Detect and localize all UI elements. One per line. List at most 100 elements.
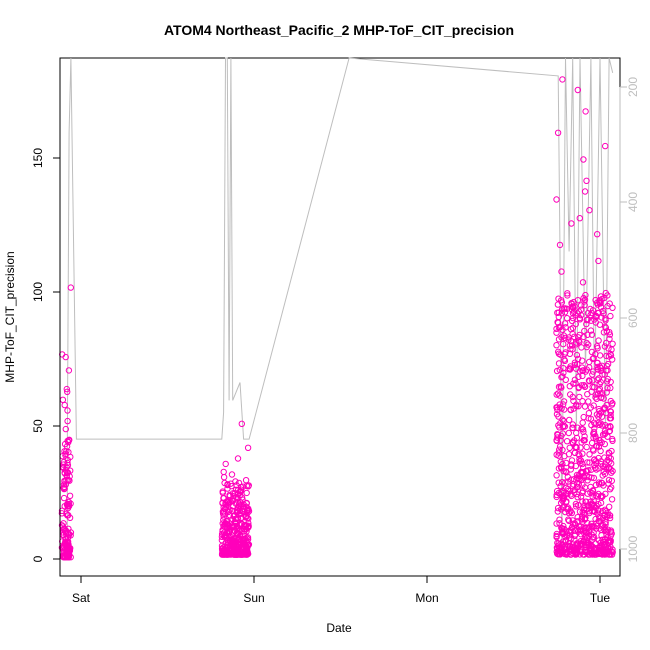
data-point-1399 [574, 355, 582, 363]
data-point-748 [560, 398, 568, 405]
data-point-1377 [554, 545, 561, 553]
data-point-43 [58, 510, 66, 517]
data-point-319 [243, 489, 250, 497]
data-point-1382 [603, 528, 611, 535]
data-point-1431 [553, 491, 560, 499]
data-point-851 [590, 402, 597, 409]
data-point-495 [243, 499, 250, 507]
data-point-1361 [553, 532, 560, 540]
data-point-1406 [589, 536, 596, 543]
data-point-127 [65, 501, 73, 508]
data-point-885 [555, 479, 562, 486]
y-tick-label-150: 150 [31, 148, 45, 168]
data-point-1400 [589, 371, 596, 378]
data-point-1376 [577, 302, 585, 309]
data-point-1342 [563, 505, 570, 512]
data-point-522 [237, 540, 245, 548]
y2-tick-label-800: 800 [626, 423, 640, 443]
data-point-1444 [568, 220, 575, 227]
data-point-1144 [555, 449, 562, 456]
data-point-1402 [555, 383, 563, 391]
data-point-1326 [585, 415, 592, 422]
data-point-1222 [581, 298, 588, 305]
data-point-1007 [572, 521, 579, 528]
data-point-1193 [566, 366, 574, 373]
data-point-599 [579, 419, 586, 426]
data-point-140 [66, 436, 73, 443]
data-point-148 [65, 367, 73, 374]
data-point-504 [224, 485, 231, 492]
data-point-1423 [562, 499, 570, 506]
data-point-1387 [598, 523, 606, 530]
data-point-1405 [608, 460, 615, 467]
x-axis-label: Date [326, 621, 352, 635]
data-point-1386 [596, 436, 603, 444]
data-point-1194 [596, 411, 603, 418]
data-point-1061 [584, 391, 591, 398]
data-point-881 [585, 341, 592, 348]
data-point-670 [569, 424, 576, 431]
data-point-1180 [594, 359, 601, 367]
data-point-1380 [561, 309, 569, 316]
data-point-136 [60, 554, 67, 561]
data-point-1183 [607, 411, 614, 419]
data-point-640 [555, 319, 562, 326]
data-point-1371 [595, 309, 602, 317]
data-point-1108 [556, 392, 563, 399]
data-point-146 [64, 388, 71, 395]
data-point-1404 [559, 423, 567, 430]
data-point-1401 [581, 433, 588, 440]
data-point-151 [67, 284, 75, 291]
data-point-472 [219, 510, 227, 517]
data-point-507 [233, 529, 241, 537]
data-point-298 [232, 478, 239, 485]
data-point-1121 [578, 468, 585, 476]
data-point-1078 [604, 457, 611, 464]
data-point-1028 [602, 490, 609, 497]
data-point-1447 [553, 196, 560, 203]
data-point-1442 [556, 241, 564, 249]
data-point-1454 [574, 86, 581, 94]
y-tick-label-50: 50 [31, 419, 45, 433]
data-point-543 [557, 482, 564, 490]
data-point-1353 [559, 326, 566, 333]
data-point-536 [234, 455, 242, 462]
data-point-864 [569, 317, 576, 325]
data-point-143 [64, 407, 71, 414]
data-point-631 [594, 363, 601, 371]
data-point-129 [66, 477, 73, 484]
data-point-1101 [605, 476, 613, 484]
data-point-714 [564, 292, 571, 299]
data-point-1130 [555, 336, 563, 343]
data-point-138 [63, 510, 70, 517]
gray-line-path [66, 57, 614, 550]
data-point-1032 [557, 351, 564, 358]
data-point-1372 [606, 428, 613, 435]
data-point-1305 [604, 545, 612, 552]
data-point-1018 [567, 345, 574, 353]
data-point-1271 [598, 480, 606, 487]
data-point-1129 [554, 504, 562, 512]
data-point-1318 [604, 509, 611, 516]
data-point-993 [603, 339, 610, 347]
data-point-1322 [602, 536, 609, 543]
data-point-1383 [564, 473, 571, 481]
data-point-538 [238, 420, 246, 427]
data-point-802 [553, 367, 561, 375]
data-point-708 [604, 384, 611, 392]
data-point-126 [61, 470, 69, 477]
data-point-1445 [576, 215, 583, 222]
data-point-1392 [595, 419, 602, 426]
data-point-1412 [567, 543, 574, 550]
data-point-491 [224, 543, 231, 550]
data-point-1289 [577, 460, 584, 467]
data-point-283 [242, 477, 250, 484]
scatter-points [58, 76, 616, 561]
data-point-1153 [556, 443, 564, 450]
data-point-1291 [595, 550, 602, 558]
data-point-1316 [573, 434, 581, 442]
data-point-1407 [588, 439, 596, 447]
data-point-511 [234, 508, 242, 515]
data-point-530 [230, 541, 237, 548]
data-point-875 [606, 458, 613, 465]
